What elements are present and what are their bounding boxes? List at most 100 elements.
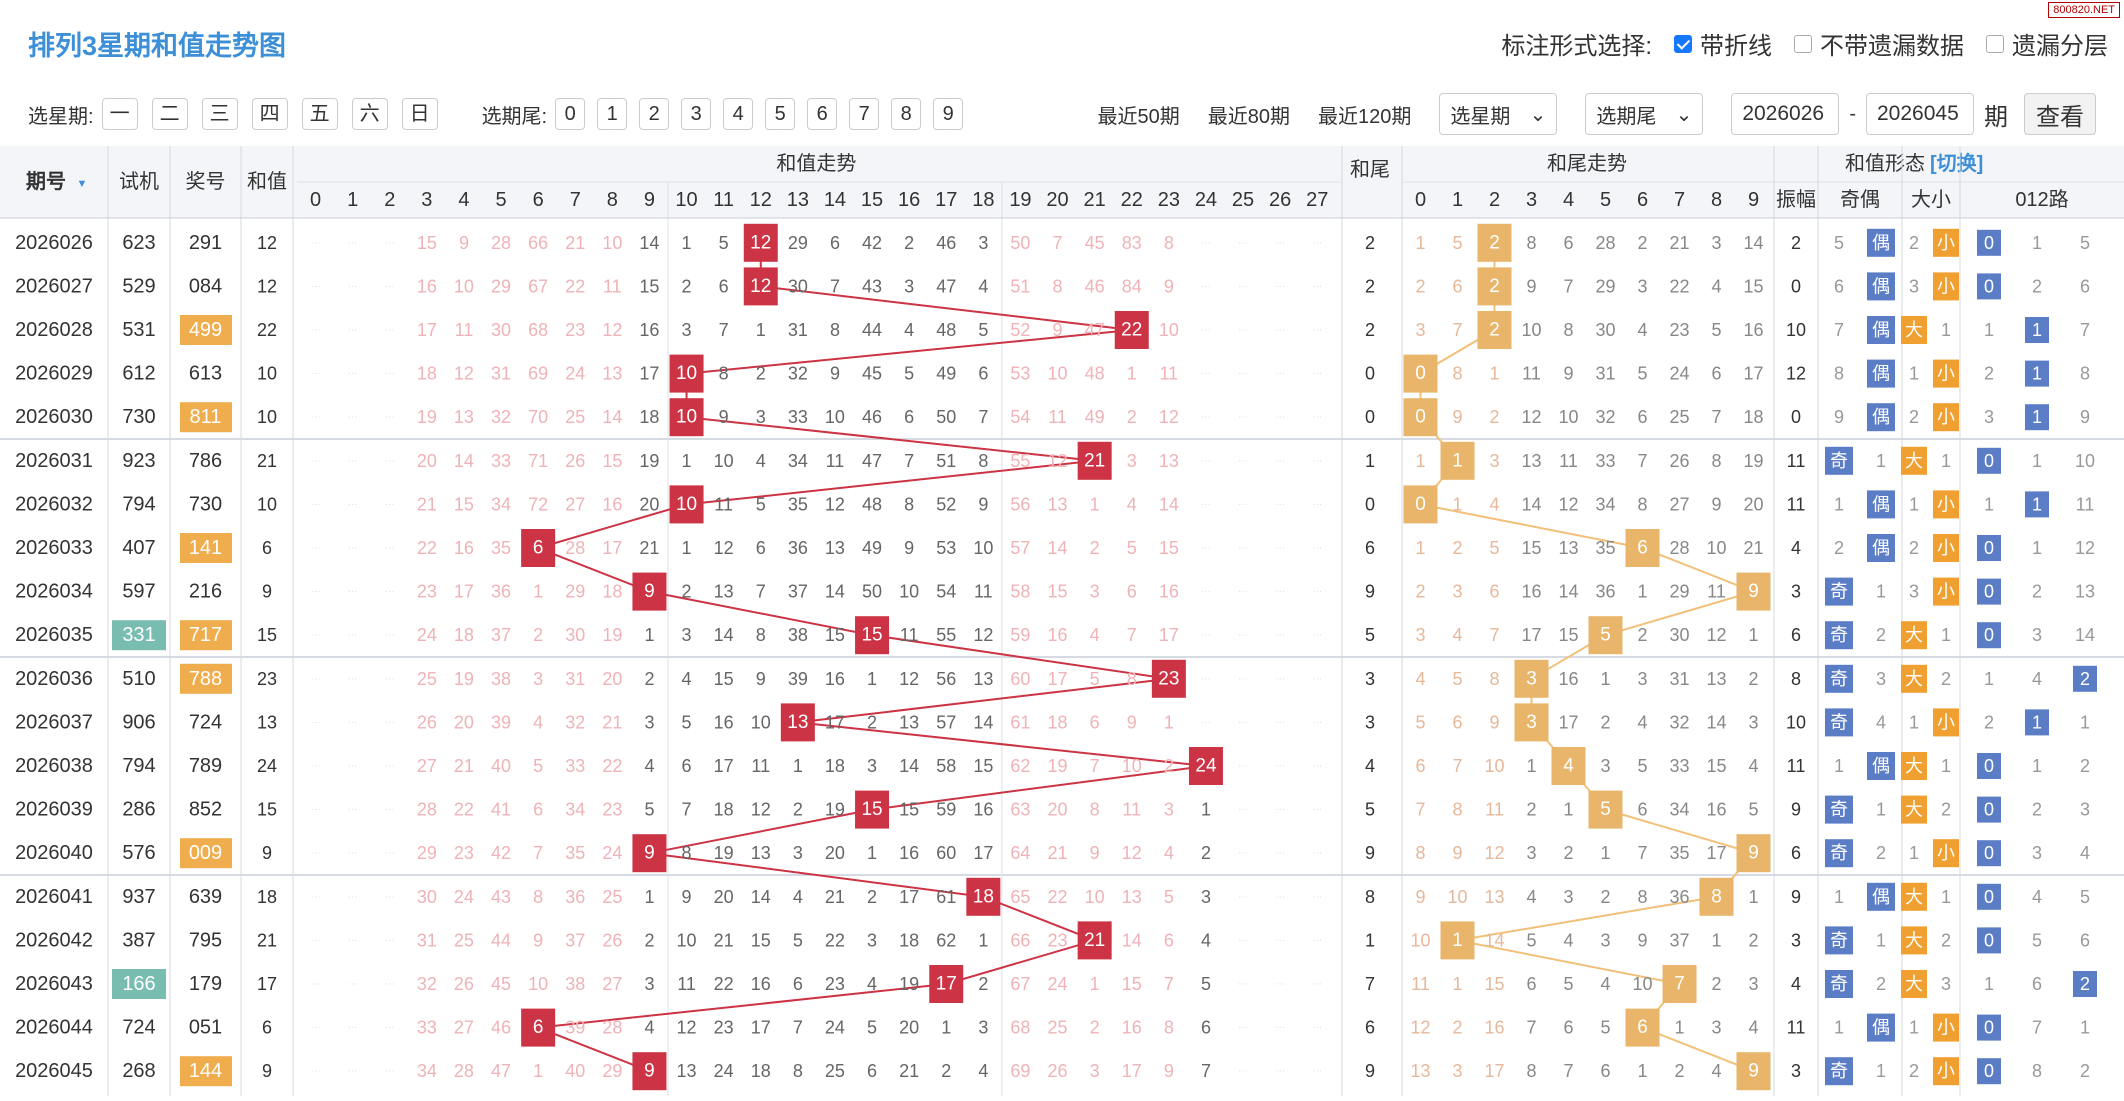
sum-omission: 9 xyxy=(978,494,988,514)
tail-button[interactable]: 4 xyxy=(723,98,754,130)
sum-omission: 60 xyxy=(1010,669,1030,689)
sum-omission: 12 xyxy=(825,494,845,514)
tail-omission: 34 xyxy=(1669,800,1689,820)
size-label: 小 xyxy=(1937,407,1955,427)
parity-badge xyxy=(1825,839,1853,868)
recent-80-link[interactable]: 最近80期 xyxy=(1207,105,1290,128)
option-no-omission[interactable]: 不带遗漏数据 xyxy=(1794,26,1964,61)
tail-omission: 2 xyxy=(1600,887,1610,907)
weekday-button[interactable]: 日 xyxy=(401,98,438,130)
sum-omission: 22 xyxy=(825,930,845,950)
tail-select[interactable]: 选期尾 ⌄ xyxy=(1585,93,1704,135)
tail-axis-label: 1 xyxy=(1452,189,1463,211)
sum-omission: 59 xyxy=(1010,625,1030,645)
sum-omission: 29 xyxy=(602,1061,622,1081)
option-layered[interactable]: 遗漏分层 xyxy=(1986,26,2108,61)
weekday-button[interactable]: 三 xyxy=(201,98,238,130)
tail-button[interactable]: 2 xyxy=(639,98,670,130)
route-badge xyxy=(1977,927,2001,954)
dim-cell: ··· xyxy=(1275,368,1285,379)
issue-number: 2026036 xyxy=(15,668,93,690)
dim-cell: ··· xyxy=(348,325,358,336)
tail-button[interactable]: 3 xyxy=(681,98,712,130)
sum-omission: 16 xyxy=(639,320,659,340)
sum-omission: 9 xyxy=(719,407,729,427)
tail-button[interactable]: 7 xyxy=(849,98,880,130)
parity-omission: 4 xyxy=(1876,712,1886,732)
tail-omission: 36 xyxy=(1669,887,1689,907)
weekday-button[interactable]: 一 xyxy=(101,98,138,130)
prize-number: 216 xyxy=(189,581,222,603)
amplitude-value: 4 xyxy=(1791,538,1801,558)
dim-cell: ··· xyxy=(348,412,358,423)
route-omission: 4 xyxy=(2032,887,2042,907)
sum-omission: 41 xyxy=(491,800,511,820)
sum-omission: 66 xyxy=(1010,930,1030,950)
query-button[interactable]: 查看 xyxy=(2024,93,2096,135)
tail-button[interactable]: 9 xyxy=(933,98,964,130)
sum-omission: 9 xyxy=(1053,320,1063,340)
prize-number: 141 xyxy=(189,537,222,559)
sum-axis-label: 4 xyxy=(458,189,469,211)
tail-hit-cell xyxy=(1403,485,1438,524)
tail-button[interactable]: 1 xyxy=(597,98,628,130)
sort-down-icon[interactable]: ▼ xyxy=(77,178,88,190)
sum-omission: 5 xyxy=(978,320,988,340)
tail-button[interactable]: 8 xyxy=(891,98,922,130)
tail-hit-cell xyxy=(1736,834,1771,873)
sum-value: 13 xyxy=(257,712,277,732)
weekday-button[interactable]: 四 xyxy=(251,98,288,130)
sum-omission: 13 xyxy=(899,712,919,732)
weekday-buttons: 一二三四五六日 xyxy=(101,98,452,130)
route-label: 0 xyxy=(1984,756,1994,776)
parity-label: 偶 xyxy=(1872,364,1890,384)
sum-omission: 57 xyxy=(936,712,956,732)
checkbox-icon[interactable] xyxy=(1794,34,1812,53)
dim-cell: ··· xyxy=(1201,499,1211,510)
sum-omission: 3 xyxy=(1127,451,1137,471)
sum-omission: 2 xyxy=(1127,407,1137,427)
dim-cell: ··· xyxy=(311,935,321,946)
tail-hit-cell xyxy=(1440,441,1475,480)
switch-link[interactable]: [切换] xyxy=(1930,151,1983,175)
size-omission: 2 xyxy=(1909,233,1919,253)
checkbox-checked-icon[interactable] xyxy=(1674,34,1692,53)
checkbox-icon[interactable] xyxy=(1986,34,2004,53)
sum-omission: 7 xyxy=(719,320,729,340)
sum-omission: 9 xyxy=(1164,276,1174,296)
sum-axis-label: 25 xyxy=(1232,189,1254,211)
sum-axis-label: 7 xyxy=(570,189,581,211)
sum-omission: 1 xyxy=(867,843,877,863)
to-issue-input[interactable]: 2026045 xyxy=(1866,93,1974,135)
tail-hit-value: 9 xyxy=(1748,1061,1759,1082)
option-polyline[interactable]: 带折线 xyxy=(1674,26,1772,61)
tail-omission: 15 xyxy=(1558,625,1578,645)
tail-button[interactable]: 0 xyxy=(555,98,586,130)
sum-omission: 11 xyxy=(603,276,622,296)
weekday-button[interactable]: 二 xyxy=(151,98,188,130)
sum-axis-label: 16 xyxy=(898,189,920,211)
tail-button[interactable]: 6 xyxy=(807,98,838,130)
sum-hit-cell xyxy=(521,1008,556,1047)
weekday-select[interactable]: 选星期 ⌄ xyxy=(1439,93,1558,135)
sum-omission: 30 xyxy=(565,625,585,645)
tail-axis-label: 0 xyxy=(1415,189,1426,211)
test-number: 331 xyxy=(122,624,155,646)
route-omission: 1 xyxy=(2032,233,2042,253)
tail-button[interactable]: 5 xyxy=(765,98,796,130)
tail-omission: 21 xyxy=(1669,233,1689,253)
weekday-button[interactable]: 六 xyxy=(351,98,388,130)
recent-120-link[interactable]: 最近120期 xyxy=(1317,105,1412,128)
sum-omission: 54 xyxy=(1010,407,1030,427)
from-issue-input[interactable]: 2026026 xyxy=(1731,93,1840,135)
col-qihao-header[interactable]: 期号 xyxy=(26,170,66,193)
sum-omission: 22 xyxy=(602,756,622,776)
recent-50-link[interactable]: 最近50期 xyxy=(1097,105,1180,128)
sum-omission: 24 xyxy=(1048,974,1068,994)
tail-omission: 10 xyxy=(1521,320,1541,340)
sum-omission: 72 xyxy=(528,494,548,514)
sum-omission: 27 xyxy=(454,1018,474,1038)
sum-omission: 22 xyxy=(565,276,585,296)
weekday-button[interactable]: 五 xyxy=(301,98,338,130)
tail-omission: 11 xyxy=(1485,800,1504,820)
